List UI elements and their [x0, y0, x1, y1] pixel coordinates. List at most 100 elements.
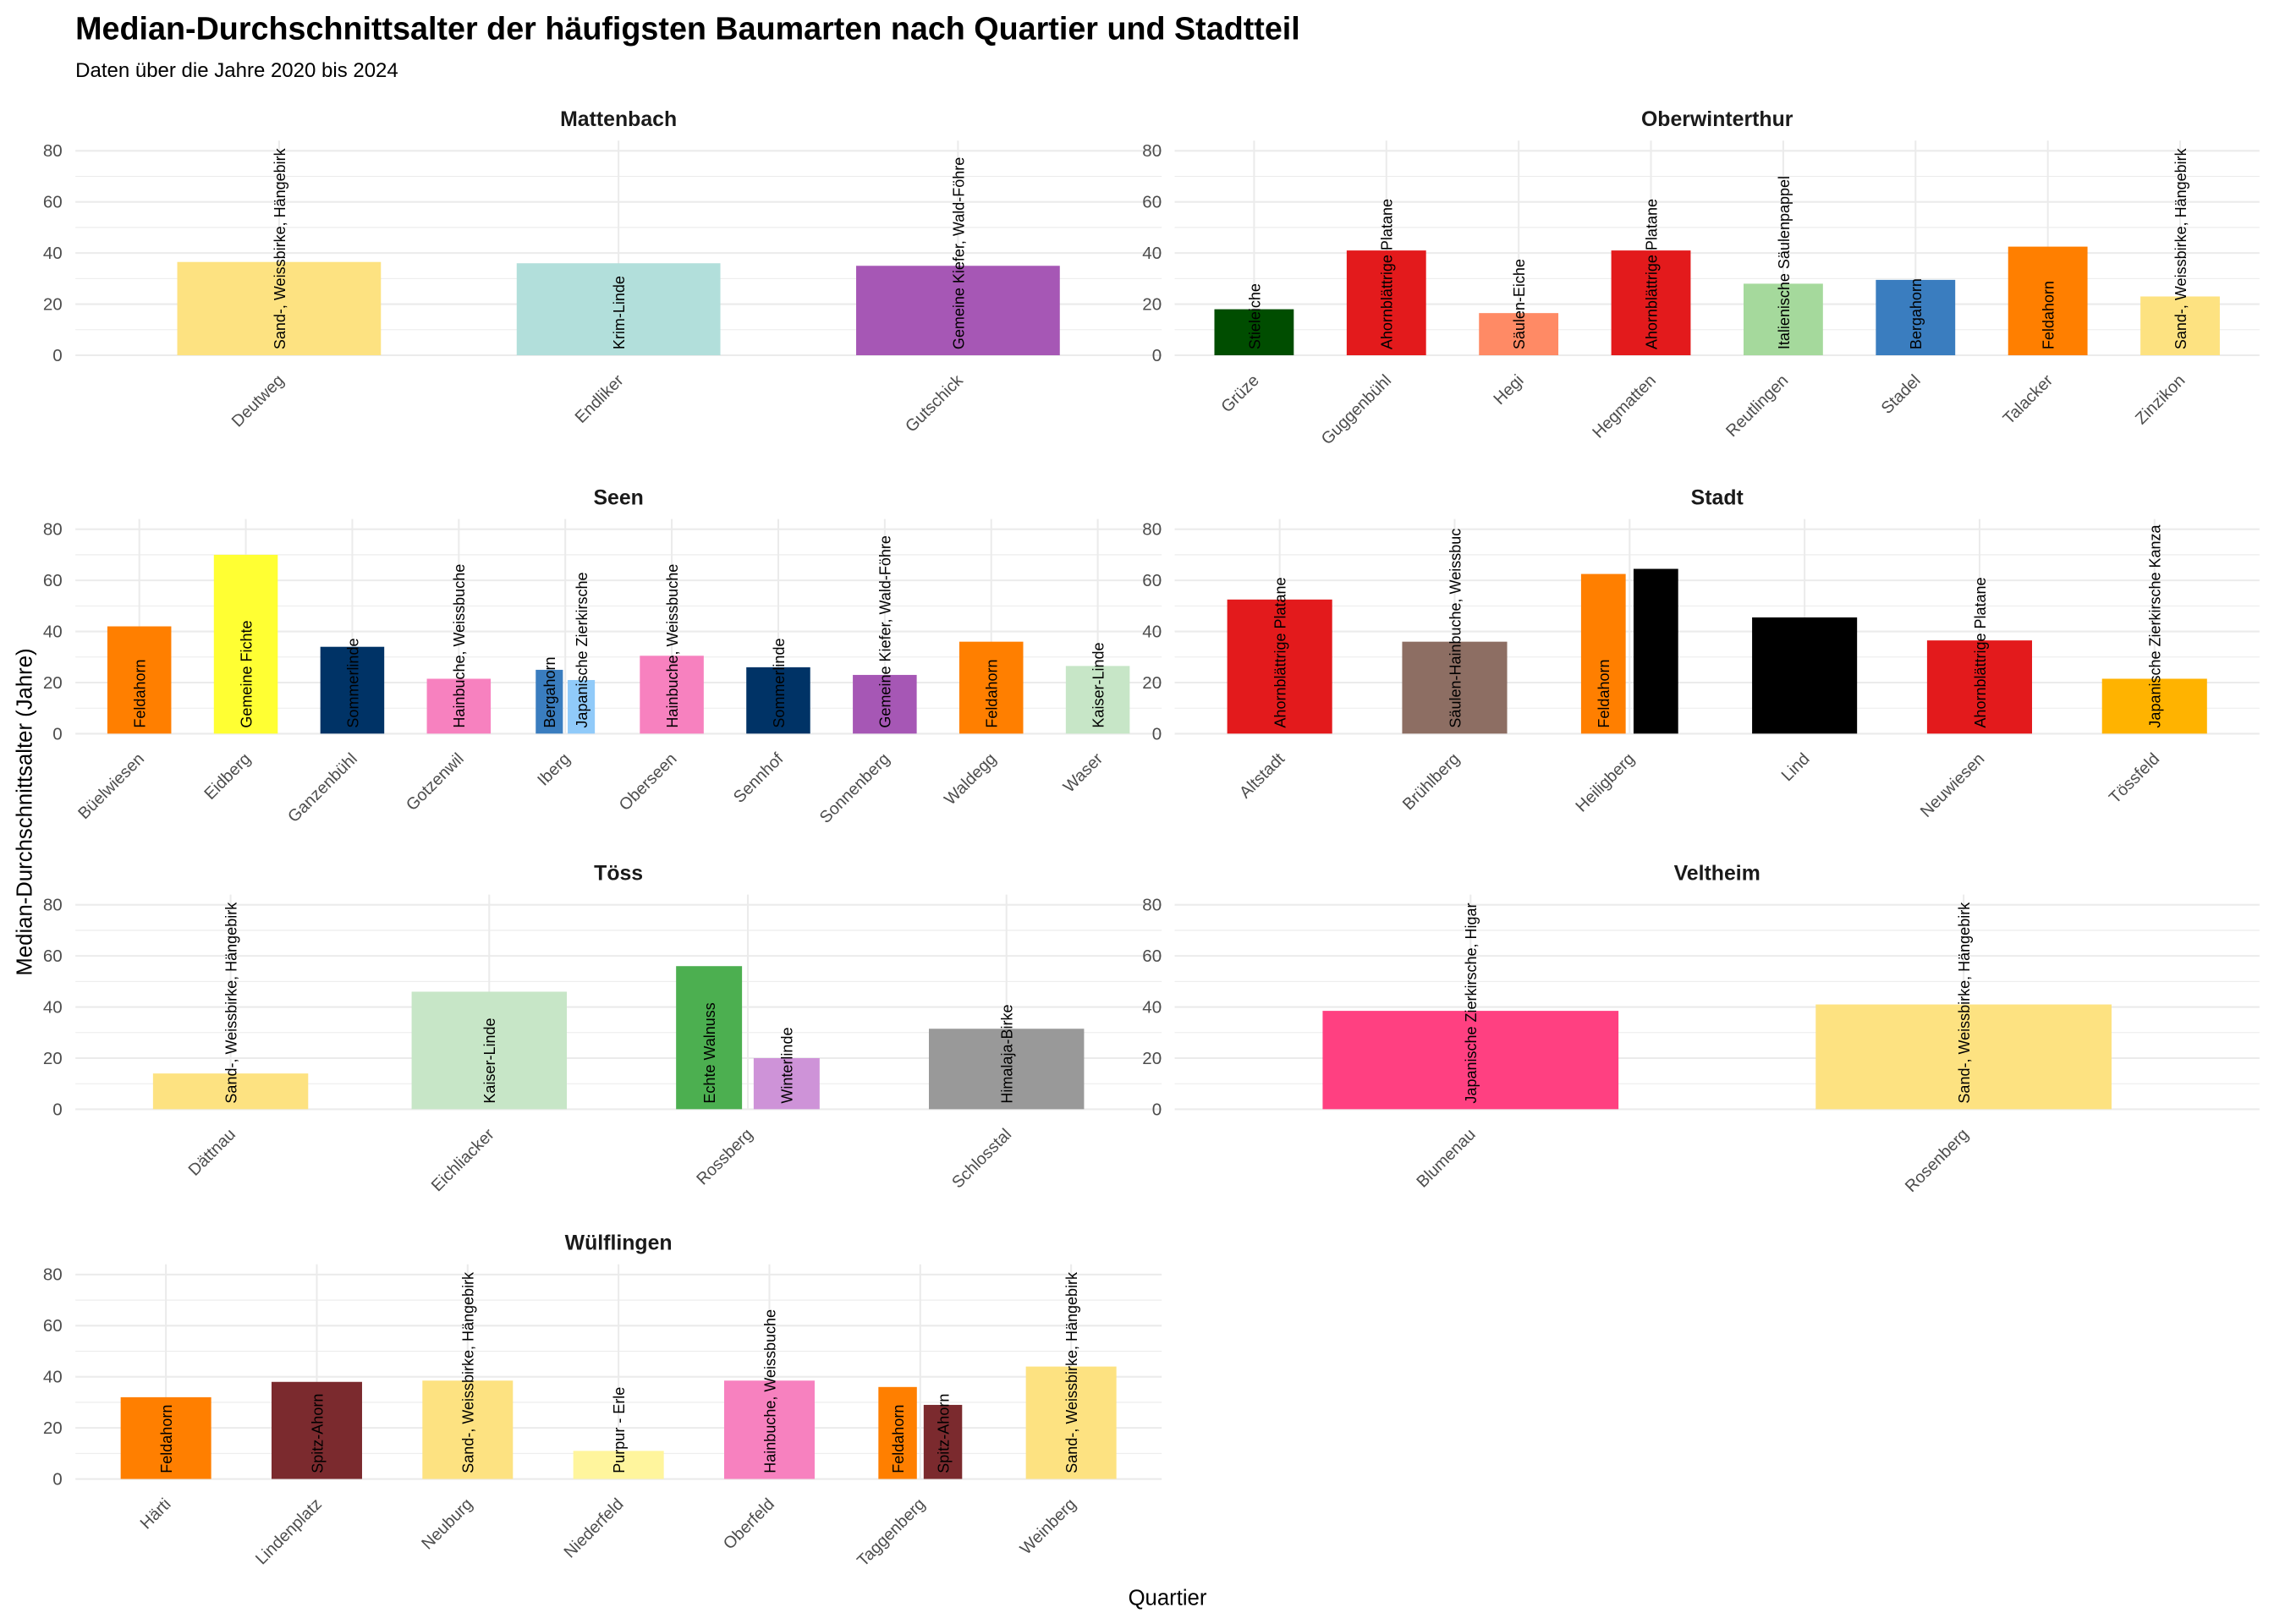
facet-title: Töss: [594, 863, 643, 886]
x-tick-label: Oberseen: [616, 749, 681, 815]
x-tick-label: Hegmatten: [1589, 371, 1660, 442]
x-tick-label: Waldegg: [941, 749, 1000, 809]
y-tick-label: 40: [1142, 997, 1162, 1017]
bar: [853, 674, 917, 734]
x-tick-label: Eichliacker: [428, 1125, 498, 1195]
x-tick-label: Heiligberg: [1572, 749, 1638, 815]
bar-species-label: Hainbuche, Weissbuche: [761, 1309, 778, 1473]
facet-title: Veltheim: [1674, 863, 1760, 886]
bar-species-label: Bergahorn: [1908, 278, 1925, 349]
bar: [1815, 1004, 2112, 1110]
bar: [152, 1073, 309, 1110]
x-tick-label: Brühlberg: [1399, 749, 1464, 814]
bar-species-label: Krim-Linde: [611, 276, 628, 349]
bar-species-label: Bergahorn: [541, 657, 558, 728]
facet-title: Stadt: [1691, 487, 1744, 510]
x-tick-label: Blumenau: [1413, 1125, 1479, 1191]
bar: [573, 1451, 664, 1479]
facet-töss: 0 20 40 60 80 Dättnau Eichliacker Rossberg Schlo…: [43, 863, 1162, 1195]
x-tick-label: Schlosstal: [948, 1125, 1015, 1192]
y-tick-label: 20: [43, 1049, 63, 1068]
bars: Stieleiche Ahornblättrige Platane Säulen-E…: [1214, 147, 2220, 355]
bar: [120, 1396, 211, 1479]
x-tick-label: Iberg: [534, 749, 574, 789]
bar: [2101, 678, 2207, 734]
bar-species-label: Feldahorn: [1596, 660, 1612, 728]
facet-title: Seen: [593, 487, 643, 510]
bar: [177, 261, 382, 355]
bar: [426, 678, 492, 734]
y-tick-label: 80: [1142, 520, 1162, 540]
bar: [1926, 640, 2032, 734]
x-tick-label: Rossberg: [693, 1125, 756, 1188]
x-tick-label: Talacker: [2000, 371, 2057, 429]
facet-panels: 0 20 40 60 80 Deutweg Endliker Gutschick Mattenb…: [43, 108, 2260, 1571]
bars: Sand-, Weissbirke, Hängebirk Kaiser-Linde…: [152, 902, 1085, 1110]
bar: [536, 669, 563, 734]
facet-title: Oberwinterthur: [1641, 108, 1793, 131]
y-tick-label: 60: [1142, 946, 1162, 966]
y-tick-label: 0: [52, 724, 62, 743]
x-tick-label: Lindenplatz: [252, 1495, 326, 1568]
bar: [1227, 599, 1332, 734]
bar-species-label: Sand-, Weissbirke, Hängebirk: [272, 147, 288, 349]
bar: [958, 641, 1024, 734]
y-tick-label: 80: [1142, 141, 1162, 161]
bar-species-label: Hainbuche, Weissbuche: [451, 564, 468, 728]
bar: [411, 991, 567, 1110]
bar-species-label: Säulen-Eiche: [1511, 259, 1528, 349]
x-tick-label: Zinzikon: [2132, 371, 2189, 428]
bar: [1346, 250, 1426, 355]
bar-species-label: Feldahorn: [2041, 281, 2057, 349]
bar: [923, 1404, 963, 1479]
y-tick-label: 60: [43, 946, 63, 966]
y-tick-label: 20: [1142, 1049, 1162, 1068]
bar-species-label: Feldahorn: [158, 1405, 175, 1473]
bar: [1611, 250, 1691, 355]
chart-subtitle: Daten über die Jahre 2020 bis 2024: [75, 59, 398, 82]
x-tick-label: Gutschick: [902, 371, 967, 436]
bar: [568, 679, 596, 734]
bars: Feldahorn Spitz-Ahorn Sand-, Weissbirke, H…: [120, 1271, 1117, 1479]
y-tick-label: 60: [43, 1316, 63, 1336]
bar: [320, 646, 385, 734]
y-tick-label: 80: [43, 141, 63, 161]
bar: [640, 656, 704, 734]
bar: [2140, 296, 2220, 355]
bar: [2008, 246, 2088, 355]
y-tick-label: 20: [43, 1418, 63, 1438]
x-tick-label: Eidberg: [200, 749, 255, 804]
y-tick-label: 80: [43, 896, 63, 915]
facet-oberwinterthur: 0 20 40 60 80 Grüze Guggenbühl Hegi Hegmatten Reu…: [1142, 108, 2260, 448]
x-tick-label: Guggenbühl: [1318, 371, 1395, 448]
x-tick-label: Deutweg: [228, 371, 288, 431]
y-tick-label: 60: [1142, 571, 1162, 590]
bar-species-label: Ahornblättrige Platane: [1379, 199, 1396, 349]
y-tick-label: 80: [43, 1265, 63, 1285]
chart-title: Median-Durchschnittsalter der häufigsten…: [75, 10, 1300, 46]
y-tick-label: 0: [1152, 346, 1162, 365]
bar-species-label: Ahornblättrige Platane: [1643, 199, 1660, 349]
x-tick-label: Büelwiesen: [74, 749, 148, 823]
y-tick-label: 20: [1142, 673, 1162, 693]
bar-species-label: Kaiser-Linde: [1090, 643, 1107, 728]
bar-species-label: Winterlinde: [779, 1028, 796, 1104]
bar-species-label: Sand-, Weissbirke, Hängebirk: [460, 1271, 477, 1473]
x-tick-label: Lind: [1778, 749, 1814, 785]
bars: Feldahorn Gemeine Fichte Sommerlinde Hainbu…: [107, 535, 1130, 734]
bar: [746, 667, 810, 734]
bar-species-label: Japanische Zierkirsche: [574, 572, 590, 727]
bars: Ahornblättrige Platane Säulen-Hainbuche, …: [1227, 524, 2207, 734]
bar-species-label: Ahornblättrige Platane: [1272, 577, 1289, 727]
bar: [422, 1380, 514, 1479]
bar: [1743, 283, 1823, 355]
bar: [1214, 309, 1294, 355]
bar: [107, 626, 172, 734]
facet-stadt: 0 20 40 60 80 Altstadt Brühlberg Heiligberg Lind…: [1142, 487, 2260, 821]
facet-title: Wülflingen: [565, 1232, 673, 1255]
bar-species-label: Gemeine Kiefer, Wald-Föhre: [877, 535, 894, 727]
bars: Sand-, Weissbirke, Hängebirk Krim-Linde Ge…: [177, 147, 1060, 355]
x-tick-label: Neuburg: [418, 1495, 476, 1553]
bar-species-label: Himalaja-Birke: [999, 1005, 1016, 1104]
